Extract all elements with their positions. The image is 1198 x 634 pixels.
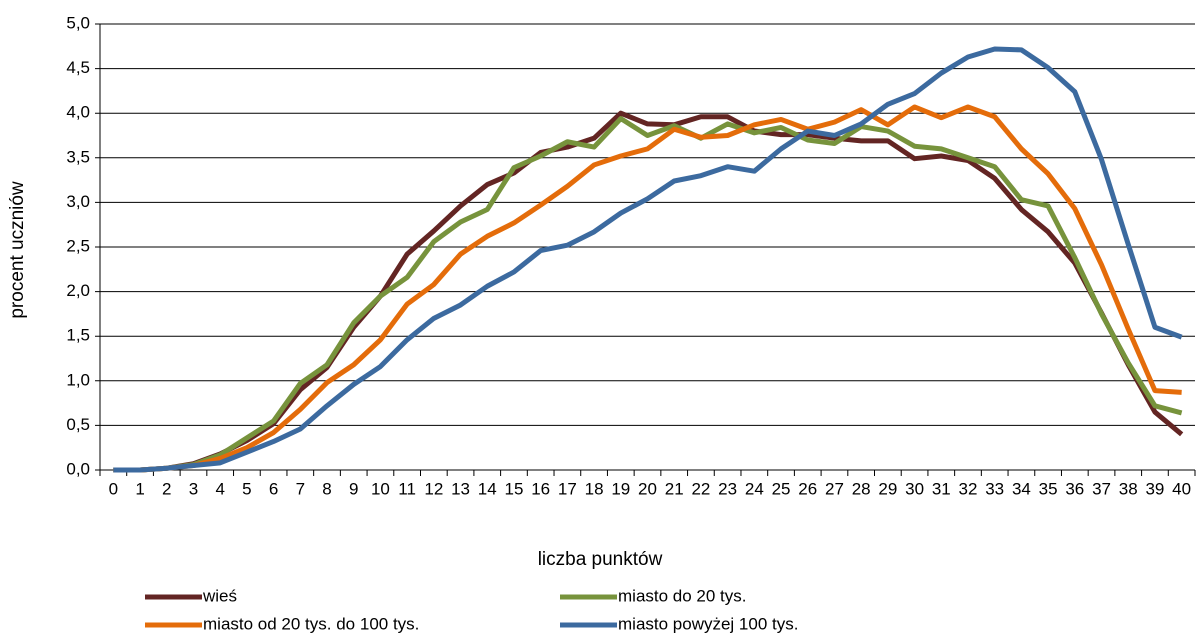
y-tick-label: 0,0 [66, 459, 90, 478]
x-tick-label: 14 [478, 479, 497, 498]
x-tick-label: 33 [985, 479, 1004, 498]
series-line [113, 104, 1182, 473]
y-tick-label: 0,5 [66, 415, 90, 434]
series-line [113, 46, 1183, 473]
x-tick-label: 2 [162, 479, 171, 498]
x-tick-label: 34 [1012, 479, 1031, 498]
x-tick-label: 20 [638, 479, 657, 498]
x-tick-label: 22 [691, 479, 710, 498]
y-tick-label: 1,5 [66, 326, 90, 345]
x-tick-label: 24 [745, 479, 764, 498]
x-tick-label: 26 [798, 479, 817, 498]
x-tick-label: 1 [135, 479, 144, 498]
x-axis-title: liczba punktów [538, 549, 663, 570]
y-tick-label: 2,0 [66, 281, 90, 300]
x-tick-label: 18 [585, 479, 604, 498]
x-tick-label: 37 [1092, 479, 1111, 498]
series-line [113, 116, 1183, 473]
legend-label: miasto od 20 tys. do 100 tys. [203, 614, 419, 633]
x-tick-label: 27 [825, 479, 844, 498]
x-tick-label: 11 [398, 479, 416, 498]
x-tick-label: 38 [1119, 479, 1138, 498]
y-tick-label: 2,5 [66, 236, 90, 255]
x-tick-label: 0 [109, 479, 118, 498]
x-tick-label: 23 [718, 479, 737, 498]
x-tick-label: 25 [772, 479, 791, 498]
x-tick-label: 32 [959, 479, 978, 498]
x-tick-label: 21 [665, 479, 684, 498]
x-tick-label: 40 [1172, 479, 1191, 498]
x-tick-label: 31 [932, 479, 951, 498]
x-tick-label: 28 [852, 479, 871, 498]
y-tick-label: 4,0 [66, 103, 90, 122]
y-tick-label: 3,0 [66, 192, 90, 211]
y-tick-label: 4,5 [66, 58, 90, 77]
x-tick-label: 9 [349, 479, 358, 498]
legend-label: wieś [202, 586, 237, 605]
x-tick-label: 16 [531, 479, 550, 498]
y-tick-label: 5,0 [66, 13, 90, 32]
x-tick-label: 12 [424, 479, 443, 498]
x-tick-label: 6 [269, 479, 278, 498]
x-tick-label: 3 [189, 479, 198, 498]
x-tick-label: 29 [878, 479, 897, 498]
legend-label: miasto powyżej 100 tys. [618, 614, 798, 633]
x-tick-label: 13 [451, 479, 470, 498]
x-tick-label: 5 [242, 479, 251, 498]
x-tick-label: 7 [296, 479, 305, 498]
x-tick-label: 39 [1145, 479, 1164, 498]
x-tick-label: 8 [322, 479, 331, 498]
x-tick-label: 35 [1039, 479, 1058, 498]
x-tick-label: 30 [905, 479, 924, 498]
y-axis-title: procent uczniów [7, 181, 28, 319]
series-line [113, 110, 1184, 473]
x-tick-label: 17 [558, 479, 577, 498]
legend-label: miasto do 20 tys. [618, 586, 747, 605]
x-tick-label: 10 [371, 479, 390, 498]
x-tick-label: 15 [505, 479, 524, 498]
y-tick-label: 1,0 [66, 370, 90, 389]
x-tick-label: 4 [215, 479, 224, 498]
x-tick-label: 36 [1065, 479, 1084, 498]
x-tick-label: 19 [611, 479, 630, 498]
y-tick-label: 3,5 [66, 147, 90, 166]
